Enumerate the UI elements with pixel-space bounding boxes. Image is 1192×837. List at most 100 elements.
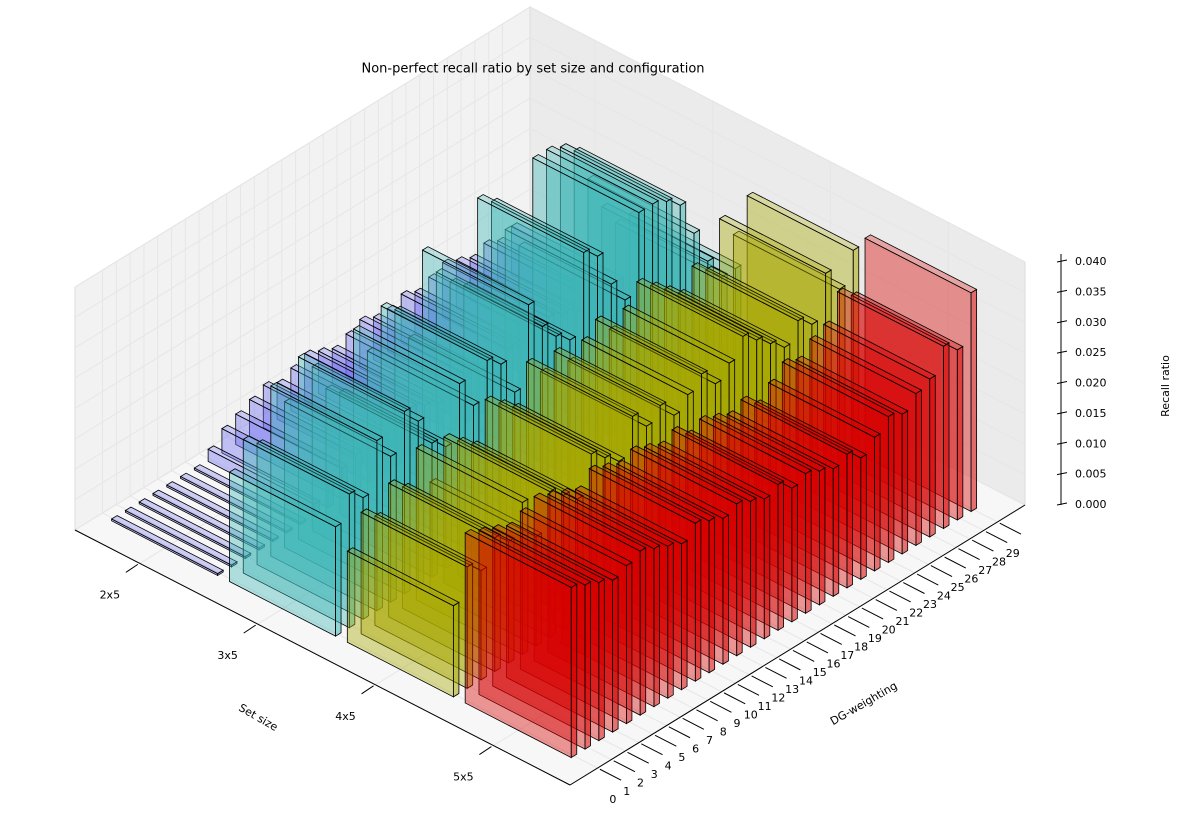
grid-line: [74, 158, 531, 440]
bar-top: [435, 268, 549, 328]
bar: [478, 526, 592, 750]
bar-top: [400, 290, 514, 350]
bar-front: [750, 497, 757, 648]
bar-top: [588, 464, 702, 524]
bar-top: [297, 352, 411, 412]
bar-top: [366, 347, 480, 406]
grid-line: [74, 128, 531, 409]
x-tick-label: 10: [744, 708, 758, 721]
grid-line: [171, 470, 667, 727]
bar-top: [387, 479, 502, 539]
bar-front: [667, 542, 674, 699]
bar-front: [777, 480, 784, 632]
bar-top: [165, 481, 280, 541]
bar-top: [712, 412, 826, 472]
y-axis-line: [74, 529, 571, 786]
grid-line: [74, 97, 531, 379]
bar-front: [832, 464, 840, 598]
bar-front: [956, 345, 964, 521]
grid-line: [529, 158, 1026, 415]
bar-top: [657, 440, 771, 500]
x-tick: [820, 633, 842, 645]
grid-line: [474, 283, 971, 540]
bar-top: [718, 214, 832, 274]
x-tick: [889, 590, 911, 603]
bar-top: [691, 262, 805, 322]
bar-top: [519, 507, 633, 567]
z-tick-label: 0.020: [1075, 377, 1107, 390]
x-tick-label: 16: [827, 657, 841, 670]
bar-top: [441, 258, 555, 318]
x-tick: [654, 734, 677, 747]
bar-front: [653, 544, 660, 708]
bar: [358, 315, 473, 424]
x-tick: [944, 556, 967, 569]
x-tick: [930, 565, 953, 577]
bar-front: [763, 494, 771, 640]
x-tick-label: 6: [692, 742, 699, 755]
grid-line: [267, 410, 764, 667]
z-tick-label: 0.010: [1075, 437, 1107, 450]
z-tick: [1056, 259, 1068, 263]
bar-front: [584, 580, 591, 750]
grid-line: [226, 436, 722, 693]
x-tick: [682, 717, 705, 730]
bar-top: [193, 464, 307, 524]
bar-top: [531, 154, 646, 214]
x-tick-label: 27: [978, 564, 992, 577]
grid-line: [529, 128, 1026, 384]
bar-top: [809, 335, 923, 395]
grid-line: [391, 334, 888, 591]
bar-top: [781, 358, 895, 418]
x-tick: [778, 658, 801, 671]
x-tick: [875, 599, 898, 611]
bar-top: [594, 315, 708, 375]
bar-top: [746, 191, 860, 251]
bar: [346, 547, 460, 698]
x-tick: [958, 548, 980, 561]
bar-front: [722, 514, 729, 665]
bar: [165, 481, 280, 543]
x-tick-label: 4: [665, 759, 672, 772]
grid-line: [157, 478, 653, 735]
bar-top: [270, 382, 384, 442]
x-tick-label: 25: [951, 581, 965, 594]
bar-top: [545, 145, 659, 205]
bar-top: [415, 444, 529, 504]
bar-top: [138, 498, 252, 558]
x-tick: [737, 683, 760, 696]
bar-top: [443, 433, 557, 493]
grid-line: [488, 275, 984, 531]
z-tick-label: 0.015: [1075, 407, 1107, 420]
x-tick: [613, 760, 636, 773]
bar-top: [110, 515, 225, 575]
y-tick-label: 5x5: [453, 771, 474, 784]
grid-line: [102, 512, 598, 769]
bar-top: [491, 524, 606, 584]
bar-top: [505, 521, 619, 581]
z-tick-label: 0.025: [1075, 346, 1107, 359]
grid-line: [529, 97, 1026, 354]
grid-line: [529, 6, 1026, 263]
x-tick-label: 26: [964, 573, 978, 586]
z-tick: [1056, 381, 1068, 384]
bar-top: [360, 508, 474, 568]
bar-top: [152, 489, 266, 549]
z-tick-label: 0.040: [1075, 255, 1107, 268]
x-tick: [999, 522, 1022, 535]
z-tick: [1056, 289, 1068, 293]
bar-top: [414, 287, 528, 347]
x-tick: [696, 709, 718, 722]
bar-top: [622, 304, 736, 364]
grid-line: [198, 453, 695, 710]
chart-title: Non-perfect recall ratio by set size and…: [361, 62, 704, 77]
z-tick: [1056, 350, 1068, 354]
bar-top: [795, 355, 909, 415]
x-tick: [861, 607, 884, 620]
grid-line: [419, 317, 915, 574]
bar-front: [570, 583, 578, 759]
bar-top: [726, 410, 840, 470]
x-tick: [792, 650, 815, 662]
x-tick: [903, 582, 925, 594]
